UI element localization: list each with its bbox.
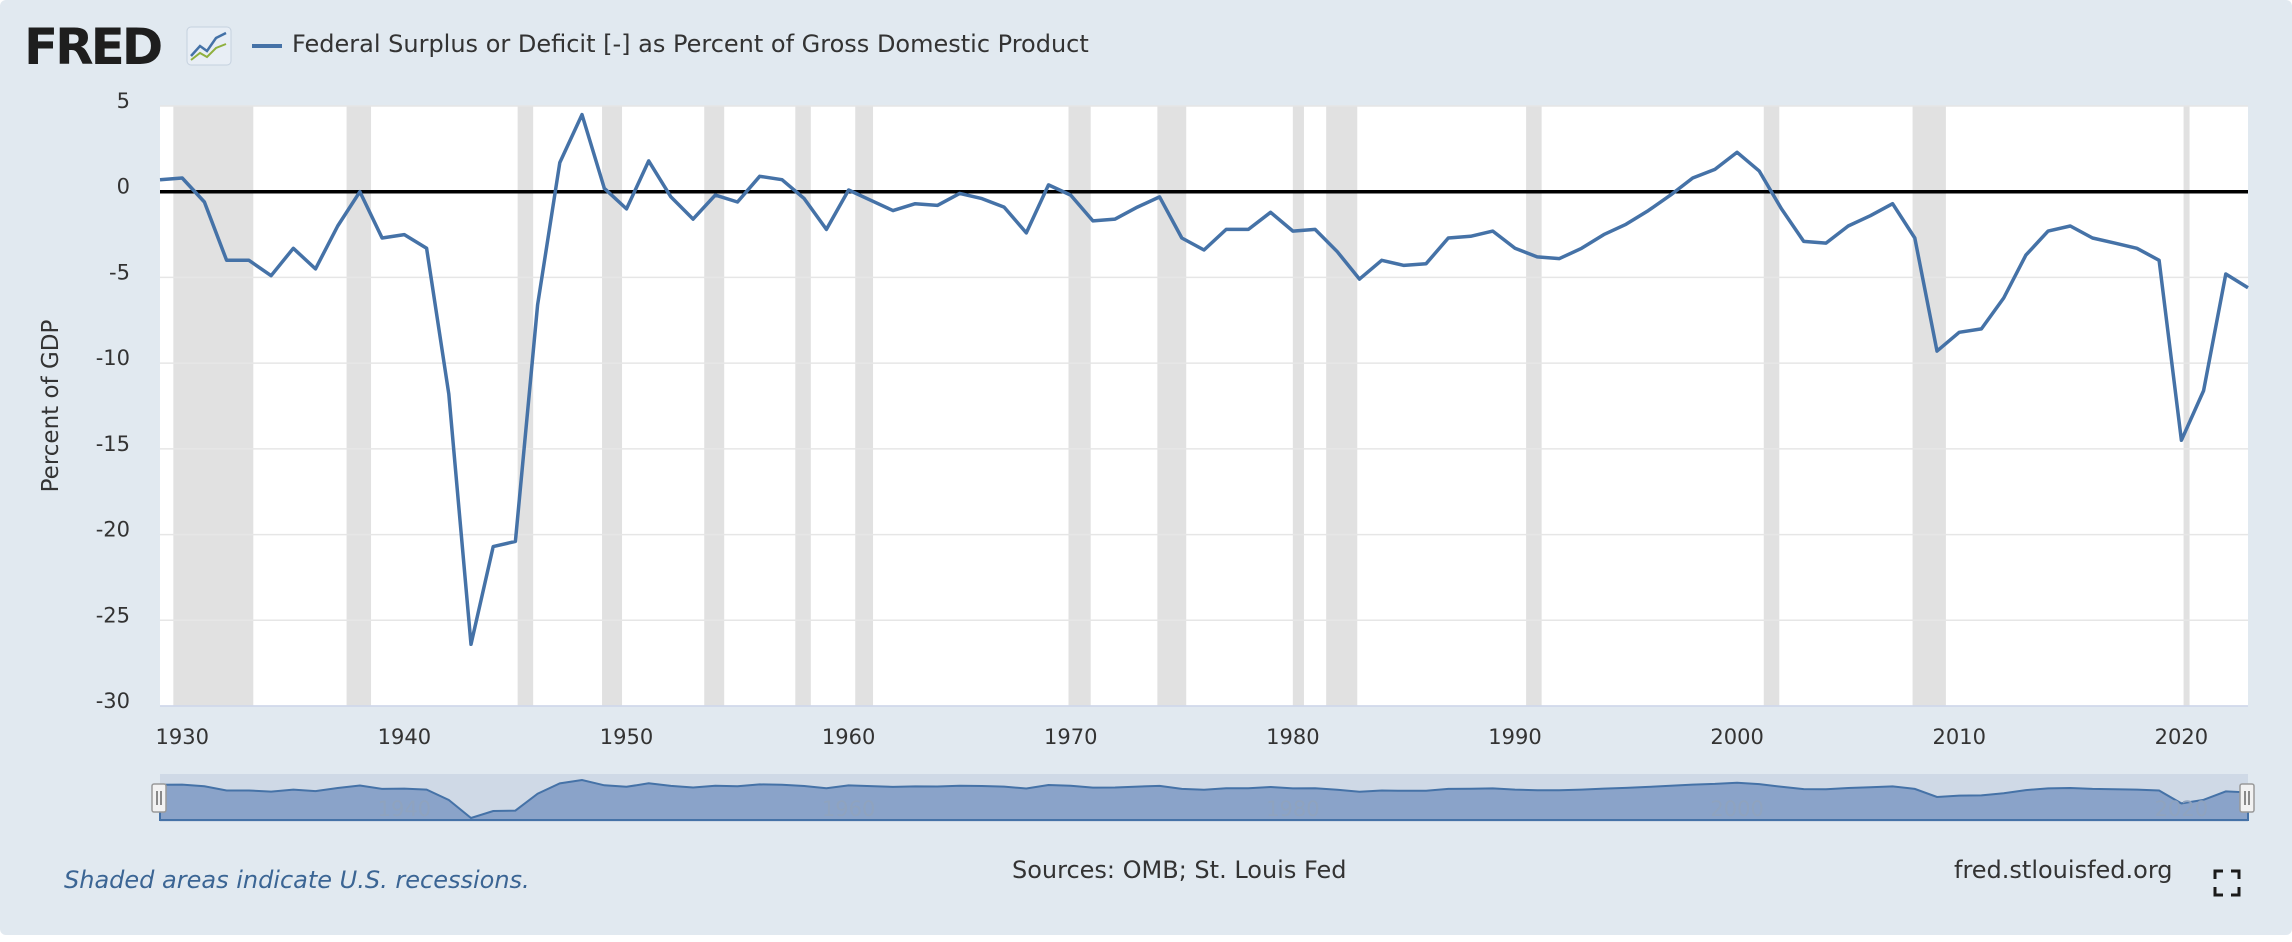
recession-band	[855, 106, 874, 706]
navigator-tick-label: 2000	[1710, 797, 1763, 821]
y-tick-label: 5	[117, 89, 130, 113]
x-tick-label: 1940	[378, 725, 431, 749]
y-axis-label: Percent of GDP	[38, 320, 64, 493]
x-axis: 1930 1940 1950 1960 1970 1980 1990 2000 2010 2020	[155, 705, 2248, 749]
x-tick-label: 2000	[1710, 725, 1763, 749]
x-tick-label: 1980	[1266, 725, 1319, 749]
recession-band	[173, 106, 254, 706]
legend-label[interactable]: Federal Surplus or Deficit [-] as Percen…	[292, 30, 1089, 58]
recession-band	[1526, 106, 1542, 706]
y-tick-label: -15	[96, 432, 130, 456]
fred-url-link[interactable]: fred.stlouisfed.org	[1954, 856, 2173, 884]
navigator-left-handle[interactable]	[151, 783, 167, 813]
series-line	[159, 112, 2249, 647]
y-tick-label: -30	[96, 689, 130, 713]
recession-band	[517, 106, 534, 706]
x-tick-label: 1950	[600, 725, 653, 749]
navigator-area	[159, 778, 2249, 821]
recession-band	[1326, 106, 1358, 706]
recession-band	[1763, 106, 1780, 706]
fullscreen-icon[interactable]	[2212, 868, 2242, 898]
recession-band	[602, 106, 623, 706]
x-tick-label: 1930	[155, 725, 208, 749]
line-graph-icon	[186, 26, 232, 66]
y-axis: 5 0 -5 -10 -15 -20 -25 -30	[96, 89, 130, 713]
navigator-tick-label: 1980	[1266, 797, 1319, 821]
sources-text: Sources: OMB; St. Louis Fed	[1012, 856, 1347, 884]
navigator-tick-label: 2020	[2155, 797, 2208, 821]
x-tick-label: 1970	[1044, 725, 1097, 749]
navigator-tick-label: 1940	[378, 797, 431, 821]
x-tick-label: 1960	[822, 725, 875, 749]
recession-band	[1912, 106, 1946, 706]
recession-band	[795, 106, 811, 706]
y-tick-label: -20	[96, 518, 130, 542]
navigator-right-handle[interactable]	[2239, 783, 2255, 813]
plot-area	[160, 106, 2248, 706]
recession-band	[1068, 106, 1091, 706]
recession-band	[2183, 106, 2190, 706]
y-tick-label: -10	[96, 346, 130, 370]
recession-band	[1157, 106, 1187, 706]
x-tick-label: 2020	[2155, 725, 2208, 749]
x-tick-label: 2010	[1933, 725, 1986, 749]
y-tick-label: -25	[96, 603, 130, 627]
fred-logo[interactable]: FRED	[24, 18, 163, 76]
y-tick-label: 0	[117, 175, 130, 199]
range-navigator[interactable]: 1940 1960 1980 2000 2020	[151, 774, 2255, 822]
recession-band	[704, 106, 725, 706]
y-tick-label: -5	[109, 260, 130, 284]
navigator-ticks: 1940 1960 1980 2000 2020	[378, 797, 2208, 821]
recession-note: Shaded areas indicate U.S. recessions.	[64, 866, 530, 894]
x-tick-label: 1990	[1488, 725, 1541, 749]
recession-band	[1292, 106, 1304, 706]
recession-bands	[173, 106, 2190, 706]
navigator-tick-label: 1960	[822, 797, 875, 821]
